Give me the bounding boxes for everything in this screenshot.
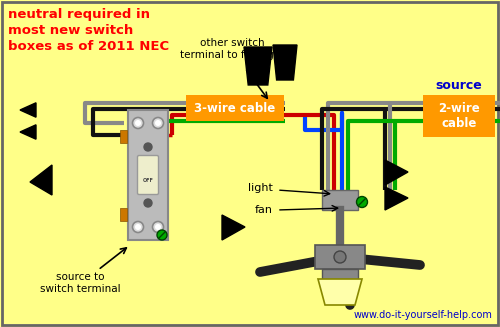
- Circle shape: [132, 221, 143, 232]
- FancyBboxPatch shape: [186, 95, 284, 121]
- Polygon shape: [20, 125, 36, 139]
- FancyBboxPatch shape: [2, 2, 498, 325]
- FancyBboxPatch shape: [138, 156, 158, 195]
- Polygon shape: [318, 279, 362, 305]
- Text: www.do-it-yourself-help.com: www.do-it-yourself-help.com: [353, 310, 492, 320]
- FancyBboxPatch shape: [315, 245, 365, 269]
- FancyBboxPatch shape: [120, 129, 126, 143]
- Circle shape: [356, 197, 368, 208]
- Polygon shape: [385, 187, 408, 210]
- FancyBboxPatch shape: [128, 110, 168, 240]
- Circle shape: [135, 224, 141, 230]
- FancyBboxPatch shape: [322, 190, 358, 210]
- Polygon shape: [244, 47, 272, 85]
- Text: source to
switch terminal: source to switch terminal: [40, 272, 120, 294]
- Text: source: source: [436, 79, 482, 92]
- Text: fan: fan: [255, 205, 273, 215]
- Circle shape: [132, 117, 143, 129]
- Circle shape: [152, 117, 164, 129]
- FancyBboxPatch shape: [120, 208, 126, 220]
- FancyBboxPatch shape: [423, 95, 495, 137]
- Circle shape: [157, 230, 167, 240]
- FancyBboxPatch shape: [322, 269, 358, 279]
- Circle shape: [334, 251, 346, 263]
- Text: 2-wire
cable: 2-wire cable: [438, 102, 480, 130]
- Text: neutral required in
most new switch
boxes as of 2011 NEC: neutral required in most new switch boxe…: [8, 8, 169, 53]
- Polygon shape: [385, 160, 408, 185]
- Polygon shape: [30, 165, 52, 195]
- Text: OFF: OFF: [142, 178, 154, 182]
- Circle shape: [135, 120, 141, 126]
- Circle shape: [155, 120, 161, 126]
- Circle shape: [144, 199, 152, 207]
- Circle shape: [155, 224, 161, 230]
- Text: 3-wire cable: 3-wire cable: [194, 101, 276, 114]
- Circle shape: [144, 143, 152, 151]
- Text: other switch
terminal to fan/light: other switch terminal to fan/light: [180, 38, 284, 60]
- Polygon shape: [222, 215, 245, 240]
- Polygon shape: [20, 103, 36, 117]
- Polygon shape: [273, 45, 297, 80]
- Text: light: light: [248, 183, 273, 193]
- Circle shape: [152, 221, 164, 232]
